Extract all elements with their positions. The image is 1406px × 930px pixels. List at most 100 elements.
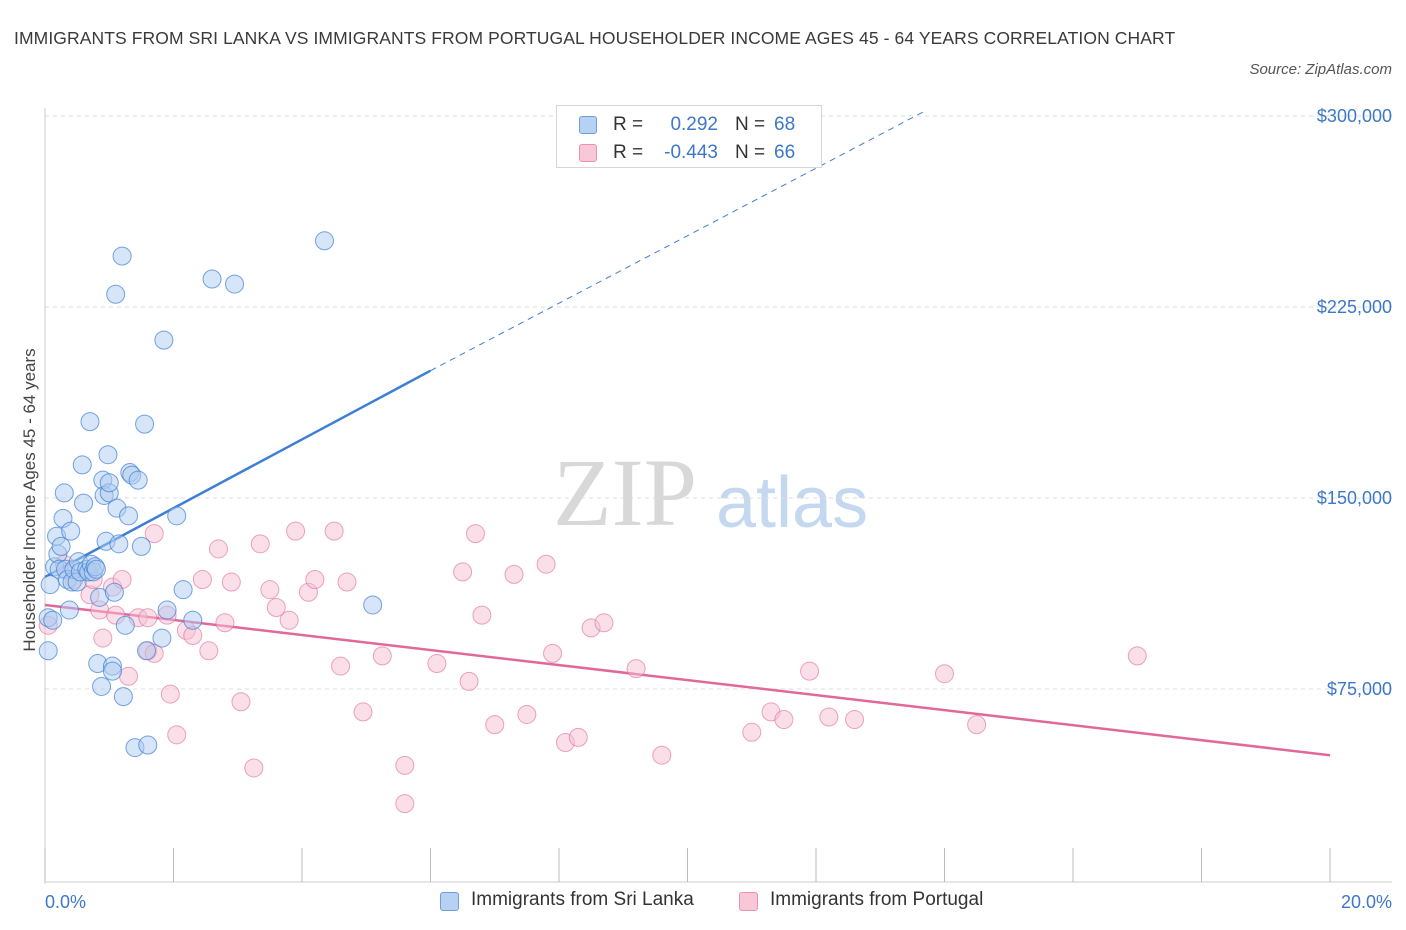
legend-r-label: R = [613,142,644,163]
data-point-portugal [774,710,794,730]
gridlines [45,115,1392,690]
data-point-sri-lanka [102,661,122,681]
y-tick-label: $150,000 [1317,488,1392,508]
tick-labels: $75,000 $150,000 $225,000 $300,000 0.0% 20.0% [45,106,1392,912]
y-tick-label: $225,000 [1317,297,1392,317]
data-point-portugal [453,562,473,582]
data-point-portugal [742,722,762,742]
data-point-portugal [427,654,447,674]
data-point-sri-lanka [98,445,118,465]
data-point-sri-lanka [183,610,203,630]
data-point-sri-lanka [40,575,60,595]
data-point-portugal [517,704,537,724]
data-point-sri-lanka [314,231,334,251]
data-point-sri-lanka [154,330,174,350]
data-point-sri-lanka [74,493,94,513]
data-point-sri-lanka [138,735,158,755]
data-point-sri-lanka [113,687,133,707]
data-point-sri-lanka [38,641,58,661]
data-point-sri-lanka [106,284,126,304]
trend-line-sri-lanka-dashed [430,110,926,372]
bottom-legend-swatch-portugal [739,892,758,911]
legend-box: R = 0.292 N = 68 R = -0.443 N = 66 [556,105,822,168]
data-point-portugal [626,659,646,679]
legend-n-value: 68 [774,114,796,135]
data-point-portugal [260,580,280,600]
data-point-portugal [353,702,373,722]
trend-line-portugal [44,603,1331,757]
legend-swatch-sri-lanka [579,116,597,134]
data-point-portugal [286,521,306,541]
data-point-portugal [250,534,270,554]
data-point-portugal [472,605,492,625]
data-point-sri-lanka [167,506,187,526]
data-point-portugal [279,610,299,630]
data-point-sri-lanka [119,506,139,526]
y-tick-label: $75,000 [1327,679,1392,699]
axes [44,108,1392,884]
bottom-legend-label: Immigrants from Portugal [770,889,984,910]
data-point-portugal [231,692,251,712]
data-point-portugal [93,628,113,648]
watermark-atlas: atlas [716,463,868,543]
data-point-portugal [504,564,524,584]
data-point-portugal [1127,646,1147,666]
data-point-portugal [221,572,241,592]
data-point-sri-lanka [61,521,81,541]
data-point-sri-lanka [86,559,106,579]
x-tick-label: 0.0% [45,892,86,912]
data-point-portugal [845,710,865,730]
chart-title: IMMIGRANTS FROM SRI LANKA VS IMMIGRANTS … [14,28,1176,48]
data-point-portugal [594,613,614,633]
data-point-sri-lanka [115,615,135,635]
data-point-sri-lanka [225,274,245,294]
data-point-portugal [935,664,954,684]
data-point-sri-lanka [109,534,129,554]
data-point-portugal [395,794,415,814]
source-label: Source: ZipAtlas.com [1249,61,1392,78]
data-point-portugal [144,524,164,544]
data-point-portugal [119,666,139,686]
data-point-portugal [331,656,351,676]
data-point-portugal [160,684,180,704]
data-point-portugal [800,661,820,681]
data-point-sri-lanka [173,580,193,600]
legend-n-value: 66 [774,142,796,163]
data-point-sri-lanka [104,582,124,602]
data-point-portugal [324,521,344,541]
data-point-portugal [536,554,556,574]
data-point-sri-lanka [137,641,157,661]
legend-n-label: N = [735,142,766,163]
data-point-portugal [967,715,987,735]
data-point-sri-lanka [363,595,383,615]
legend-r-label: R = [613,114,644,135]
data-point-portugal [167,725,187,745]
series-portugal-points [38,521,1147,814]
bottom-legend-swatch-sri-lanka [440,892,459,911]
y-axis-label: Householder Income Ages 45 - 64 years [20,348,39,651]
data-point-portugal [543,643,563,663]
data-point-portugal [138,608,158,628]
data-point-sri-lanka [112,246,132,266]
data-point-portugal [465,524,485,544]
bottom-legend-label: Immigrants from Sri Lanka [471,889,694,910]
data-point-sri-lanka [157,600,177,620]
x-tick-label: 20.0% [1341,892,1392,912]
data-point-sri-lanka [54,483,74,503]
data-point-portugal [485,715,505,735]
data-point-sri-lanka [152,628,172,648]
data-point-sri-lanka [202,269,222,289]
data-point-portugal [337,572,357,592]
legend-swatch-portugal [579,144,597,162]
data-point-portugal [244,758,264,778]
y-tick-label: $300,000 [1317,106,1392,126]
data-point-portugal [305,569,325,589]
data-point-portugal [215,613,235,633]
legend-n-label: N = [735,114,766,135]
data-point-portugal [266,598,286,618]
series-sri-lanka-points [38,231,383,758]
legend-r-value: 0.292 [670,114,718,135]
data-point-portugal [199,641,219,661]
data-point-portugal [372,646,392,666]
data-point-portugal [192,569,212,589]
